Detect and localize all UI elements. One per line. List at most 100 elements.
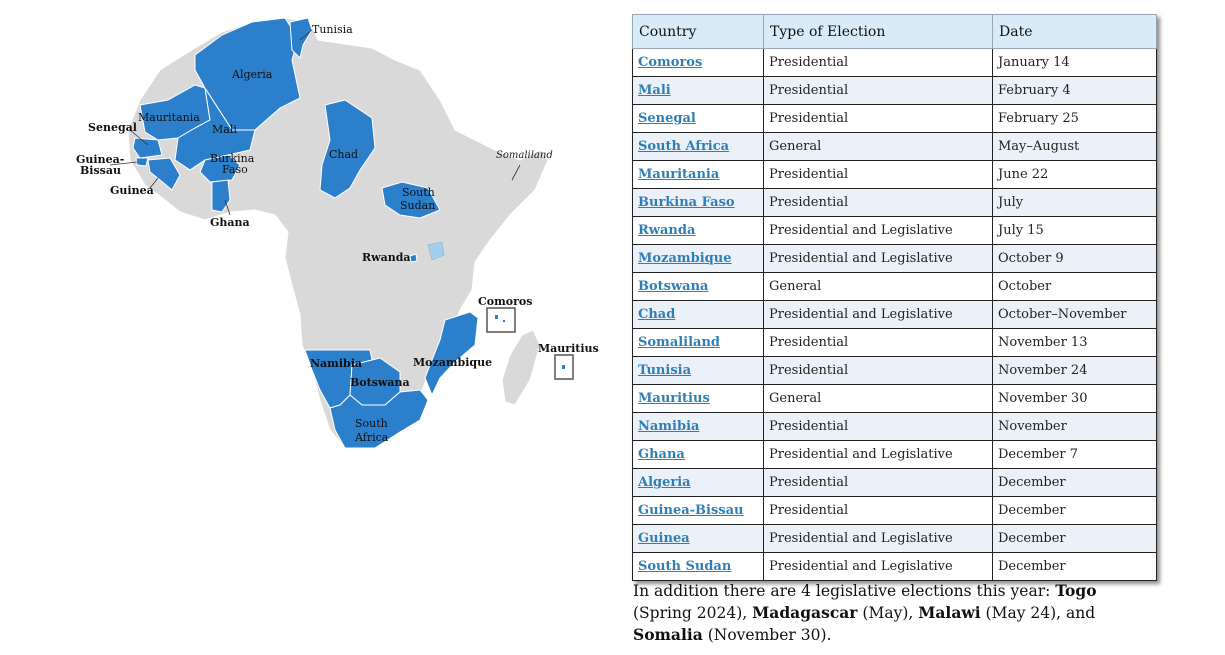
label-ghana: Ghana: [210, 216, 250, 229]
country-link[interactable]: Mauritania: [638, 167, 720, 182]
guinea-bissau-shape: [135, 157, 149, 167]
label-south-africa-2: Africa: [354, 431, 389, 444]
label-south-sudan-2: Sudan: [400, 199, 435, 212]
cell-country: Burkina Faso: [632, 188, 764, 217]
table-header-row: Country Type of Election Date: [632, 14, 1157, 49]
cell-country: Botswana: [632, 272, 764, 301]
cell-country: South Sudan: [632, 552, 764, 581]
cell-date: December: [992, 552, 1157, 581]
cell-type: General: [763, 272, 993, 301]
cell-type: General: [763, 384, 993, 413]
note-detail-somalia: (November 30).: [702, 626, 832, 644]
cell-type: Presidential and Legislative: [763, 552, 993, 581]
country-link[interactable]: Rwanda: [638, 223, 696, 238]
label-senegal: Senegal: [88, 121, 137, 134]
label-burkina-2: Faso: [222, 163, 248, 176]
country-link[interactable]: Tunisia: [638, 363, 692, 378]
note-country-somalia: Somalia: [633, 625, 703, 644]
country-link[interactable]: South Africa: [638, 139, 730, 154]
cell-date: February 4: [992, 76, 1157, 105]
south-sudan-shape: [381, 181, 441, 219]
burkina-faso-shape: [199, 154, 241, 183]
cell-type: Presidential and Legislative: [763, 244, 993, 273]
chad-shape: [319, 99, 376, 199]
cell-type: Presidential: [763, 160, 993, 189]
cell-type: Presidential: [763, 468, 993, 497]
cell-date: November 13: [992, 328, 1157, 357]
label-algeria: Algeria: [231, 68, 273, 81]
table-row: Somaliland Presidential November 13: [632, 328, 1157, 357]
table-row: Comoros Presidential January 14: [632, 48, 1157, 77]
cell-date: January 14: [992, 48, 1157, 77]
cell-country: Mali: [632, 76, 764, 105]
country-link[interactable]: Mozambique: [638, 251, 732, 266]
label-namibia: Namibia: [310, 357, 362, 370]
country-link[interactable]: Somaliland: [638, 335, 721, 350]
cell-type: Presidential and Legislative: [763, 440, 993, 469]
country-link[interactable]: Mali: [638, 83, 671, 98]
table-row: Tunisia Presidential November 24: [632, 356, 1157, 385]
cell-date: October–November: [992, 300, 1157, 329]
lake-victoria: [427, 241, 445, 261]
cell-country: Comoros: [632, 48, 764, 77]
cell-date: November: [992, 412, 1157, 441]
table-row: Mauritius General November 30: [632, 384, 1157, 413]
label-comoros: Comoros: [478, 295, 532, 308]
label-mozambique: Mozambique: [413, 356, 492, 369]
note-country-madagascar: Madagascar: [752, 603, 858, 622]
table-row: Mali Presidential February 4: [632, 76, 1157, 105]
cell-country: Algeria: [632, 468, 764, 497]
election-table-container: Country Type of Election Date Comoros Pre…: [632, 14, 1157, 581]
country-link[interactable]: Algeria: [638, 475, 691, 490]
cell-country: Somaliland: [632, 328, 764, 357]
tunisia-shape: [289, 17, 313, 59]
country-link[interactable]: South Sudan: [638, 559, 732, 574]
country-link[interactable]: Mauritius: [638, 391, 710, 406]
table-row: South Sudan Presidential and Legislative D…: [632, 552, 1157, 581]
cell-type: General: [763, 132, 993, 161]
country-link[interactable]: Guinea: [638, 531, 690, 546]
table-row: South Africa General May–August: [632, 132, 1157, 161]
country-link[interactable]: Namibia: [638, 419, 700, 434]
mozambique-shape: [424, 311, 479, 397]
country-link[interactable]: Comoros: [638, 55, 703, 70]
legislative-note: In addition there are 4 legislative elec…: [633, 580, 1143, 646]
country-link[interactable]: Botswana: [638, 279, 709, 294]
table-row: Chad Presidential and Legislative October–…: [632, 300, 1157, 329]
label-tunisia: Tunisia: [312, 23, 353, 36]
label-guinea-bissau-2: Bissau: [80, 164, 121, 177]
country-link[interactable]: Chad: [638, 307, 676, 322]
cell-country: Senegal: [632, 104, 764, 133]
cell-country: Guinea: [632, 524, 764, 553]
cell-country: Ghana: [632, 440, 764, 469]
table-row: Senegal Presidential February 25: [632, 104, 1157, 133]
cell-type: Presidential: [763, 76, 993, 105]
country-link[interactable]: Senegal: [638, 111, 696, 126]
cell-date: February 25: [992, 104, 1157, 133]
cell-country: Chad: [632, 300, 764, 329]
country-link[interactable]: Burkina Faso: [638, 195, 735, 210]
note-country-malawi: Malawi: [918, 603, 981, 622]
country-link[interactable]: Guinea-Bissau: [638, 503, 744, 518]
country-link[interactable]: Ghana: [638, 447, 685, 462]
cell-type: Presidential and Legislative: [763, 300, 993, 329]
label-mauritania: Mauritania: [138, 111, 200, 124]
table-row: Mauritania Presidential June 22: [632, 160, 1157, 189]
senegal-shape: [132, 137, 163, 159]
table-row: Mozambique Presidential and Legislative Oc…: [632, 244, 1157, 273]
label-burkina-1: Burkina: [210, 152, 255, 165]
label-guinea: Guinea: [110, 184, 154, 197]
cell-type: Presidential: [763, 496, 993, 525]
cell-date: May–August: [992, 132, 1157, 161]
cell-country: Tunisia: [632, 356, 764, 385]
cell-date: December 7: [992, 440, 1157, 469]
south-africa-shape: [329, 389, 429, 449]
label-somaliland: Somaliland: [496, 150, 553, 161]
africa-election-map: Tunisia Algeria Mauritania Mali Senegal …: [60, 5, 620, 465]
cell-country: Namibia: [632, 412, 764, 441]
table-body: Comoros Presidential January 14 Mali Preside…: [632, 48, 1157, 581]
cell-date: October: [992, 272, 1157, 301]
cell-type: Presidential and Legislative: [763, 524, 993, 553]
label-chad: Chad: [329, 148, 358, 161]
table-row: Rwanda Presidential and Legislative July 1…: [632, 216, 1157, 245]
